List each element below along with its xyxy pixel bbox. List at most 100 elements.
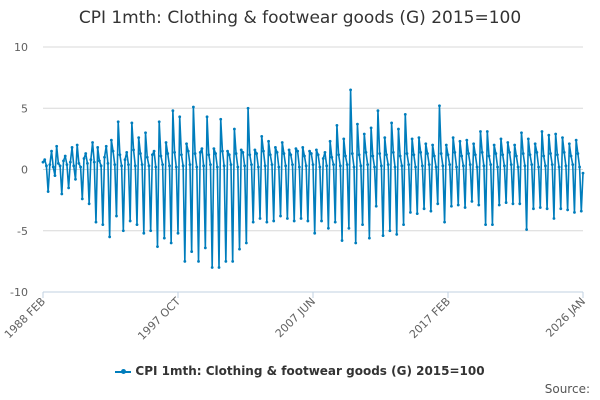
data-point[interactable] [347, 226, 351, 230]
data-point[interactable] [111, 149, 115, 153]
data-point[interactable] [238, 247, 241, 251]
data-point[interactable] [545, 207, 549, 211]
data-point[interactable] [366, 163, 370, 167]
data-point[interactable] [345, 163, 349, 167]
data-point[interactable] [357, 153, 361, 157]
data-point[interactable] [439, 152, 443, 155]
data-point[interactable] [362, 132, 366, 136]
data-point[interactable] [576, 152, 580, 155]
data-point[interactable] [373, 165, 376, 169]
data-point[interactable] [178, 115, 182, 119]
data-point[interactable] [139, 152, 142, 155]
data-point[interactable] [574, 138, 578, 142]
data-point[interactable] [509, 163, 513, 167]
data-point[interactable] [557, 165, 561, 169]
data-point[interactable] [374, 204, 378, 208]
data-point[interactable] [157, 120, 161, 124]
data-point[interactable] [400, 164, 404, 168]
data-point[interactable] [426, 152, 429, 155]
data-point[interactable] [333, 220, 337, 224]
data-point[interactable] [537, 165, 540, 169]
data-point[interactable] [234, 152, 238, 155]
data-point[interactable] [169, 241, 173, 245]
data-point[interactable] [145, 155, 149, 159]
data-point[interactable] [84, 152, 88, 155]
data-point[interactable] [492, 143, 496, 147]
data-point[interactable] [552, 217, 556, 220]
data-point[interactable] [291, 163, 294, 167]
data-point[interactable] [499, 137, 503, 141]
data-point[interactable] [320, 219, 323, 223]
data-point[interactable] [289, 153, 293, 157]
data-point[interactable] [528, 153, 532, 157]
data-point[interactable] [77, 161, 81, 165]
data-point[interactable] [402, 223, 405, 227]
data-point[interactable] [279, 214, 282, 218]
data-point[interactable] [174, 165, 178, 169]
data-point[interactable] [106, 161, 110, 165]
data-point[interactable] [60, 192, 64, 196]
data-point[interactable] [395, 233, 399, 236]
data-point[interactable] [118, 153, 122, 157]
data-point[interactable] [92, 160, 96, 164]
data-point[interactable] [255, 152, 259, 155]
data-point[interactable] [526, 137, 530, 141]
data-point[interactable] [535, 150, 539, 154]
data-point[interactable] [419, 150, 423, 154]
data-point[interactable] [473, 153, 477, 157]
data-point[interactable] [132, 148, 135, 152]
data-point[interactable] [555, 153, 559, 157]
data-point[interactable] [436, 202, 440, 206]
data-point[interactable] [410, 137, 414, 141]
data-point[interactable] [542, 154, 546, 158]
data-point[interactable] [89, 158, 93, 162]
data-point[interactable] [398, 154, 402, 158]
data-point[interactable] [164, 141, 168, 144]
data-point[interactable] [41, 160, 45, 164]
data-point[interactable] [70, 146, 74, 149]
data-point[interactable] [422, 207, 426, 211]
data-point[interactable] [62, 159, 65, 163]
data-point[interactable] [438, 104, 441, 108]
data-point[interactable] [316, 153, 320, 157]
data-point[interactable] [133, 164, 137, 168]
data-point[interactable] [378, 152, 382, 155]
data-point[interactable] [321, 157, 325, 160]
data-point[interactable] [397, 127, 400, 131]
data-point[interactable] [456, 203, 460, 207]
data-point[interactable] [388, 229, 392, 233]
data-point[interactable] [342, 137, 346, 141]
data-point[interactable] [311, 163, 315, 167]
data-point[interactable] [150, 153, 154, 157]
data-point[interactable] [451, 136, 455, 140]
data-point[interactable] [280, 141, 284, 144]
data-point[interactable] [246, 106, 250, 110]
data-point[interactable] [508, 150, 511, 154]
data-point[interactable] [277, 165, 281, 169]
data-point[interactable] [222, 164, 226, 168]
data-point[interactable] [243, 164, 247, 168]
data-point[interactable] [287, 148, 291, 152]
data-point[interactable] [116, 120, 120, 124]
data-point[interactable] [325, 164, 329, 168]
data-point[interactable] [166, 152, 170, 155]
data-point[interactable] [284, 164, 288, 168]
data-point[interactable] [561, 136, 564, 140]
data-point[interactable] [444, 143, 448, 147]
data-point[interactable] [149, 229, 153, 233]
data-point[interactable] [272, 219, 276, 223]
data-point[interactable] [236, 165, 240, 169]
data-point[interactable] [200, 147, 204, 151]
data-point[interactable] [125, 150, 129, 154]
data-point[interactable] [513, 143, 517, 147]
data-point[interactable] [506, 141, 510, 144]
data-point[interactable] [144, 131, 147, 135]
legend[interactable]: CPI 1mth: Clothing & footwear goods (G) … [0, 364, 600, 378]
data-point[interactable] [569, 154, 573, 158]
data-point[interactable] [55, 144, 59, 148]
data-point[interactable] [441, 164, 445, 168]
data-point[interactable] [364, 150, 368, 154]
data-point[interactable] [127, 163, 130, 167]
data-point[interactable] [79, 165, 82, 169]
data-point[interactable] [154, 165, 158, 169]
